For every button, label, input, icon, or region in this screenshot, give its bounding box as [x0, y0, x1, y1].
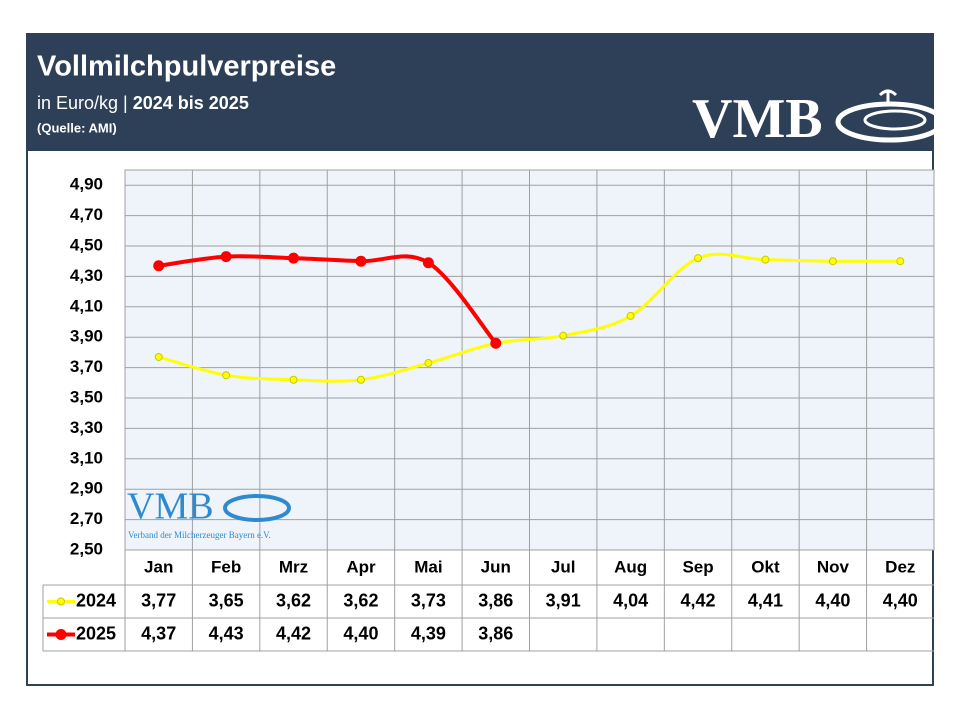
- header: [26, 33, 934, 150]
- y-tick-label: 3,50: [70, 387, 103, 406]
- table-cell: 4,40: [815, 590, 850, 610]
- legend-label: 2024: [76, 590, 116, 610]
- table-cell: 4,37: [141, 623, 176, 643]
- y-tick-label: 2,90: [70, 479, 103, 498]
- x-tick-label: Jul: [551, 557, 576, 576]
- table-cell: 4,42: [276, 623, 311, 643]
- point: [694, 254, 703, 263]
- table-cell: 4,43: [209, 623, 244, 643]
- table-cell: 3,65: [209, 590, 244, 610]
- table-cell: 3,62: [276, 590, 311, 610]
- y-tick-label: 4,70: [70, 205, 103, 224]
- logo-swoosh: [835, 89, 945, 143]
- table-cell: 4,40: [343, 623, 378, 643]
- y-tick-label: 4,50: [70, 235, 103, 254]
- x-tick-label: Mai: [414, 557, 442, 576]
- table-cell: 3,91: [546, 590, 581, 610]
- point: [490, 337, 502, 349]
- x-tick-label: Nov: [817, 557, 850, 576]
- y-tick-label: 4,10: [70, 296, 103, 315]
- x-tick-label: Aug: [614, 557, 647, 576]
- x-tick-label: Apr: [346, 557, 376, 576]
- point: [896, 257, 905, 266]
- point: [355, 255, 367, 267]
- x-tick-label: Jan: [144, 557, 173, 576]
- table-cell: 3,86: [478, 590, 513, 610]
- x-tick-label: Mrz: [279, 557, 308, 576]
- point: [356, 375, 365, 384]
- point: [222, 371, 231, 380]
- table-cell: 3,73: [411, 590, 446, 610]
- y-tick-label: 3,10: [70, 448, 103, 467]
- table-cell: 4,40: [883, 590, 918, 610]
- legend-marker: [57, 597, 65, 606]
- watermark-swoosh: [223, 494, 291, 522]
- x-tick-label: Okt: [751, 557, 780, 576]
- x-tick-label: Feb: [211, 557, 241, 576]
- x-tick-label: Jun: [481, 557, 511, 576]
- y-tick-label: 2,70: [70, 509, 103, 528]
- table-cell: 4,41: [748, 590, 783, 610]
- subtitle: 2024 bis 2025: [133, 93, 249, 113]
- unit: in Euro/kg | 2024 bis 2025: [37, 93, 249, 113]
- table-cell: 4,42: [681, 590, 716, 610]
- table-cell: 4,04: [613, 590, 648, 610]
- x-tick-label: Sep: [682, 557, 713, 576]
- legend-label: 2025: [76, 623, 116, 643]
- table-cell: 4,39: [411, 623, 446, 643]
- table-cell: 3,77: [141, 590, 176, 610]
- point: [626, 311, 635, 320]
- point: [288, 252, 300, 264]
- point: [220, 251, 232, 263]
- series-line: [158, 252, 901, 383]
- y-tick-label: 3,70: [70, 357, 103, 376]
- legend-marker: [55, 629, 67, 640]
- watermark-caption: Verband der Milcherzeuger Bayern e.V.: [128, 530, 271, 540]
- y-tick-label: 3,30: [70, 418, 103, 437]
- point: [154, 352, 163, 361]
- point: [424, 359, 433, 368]
- y-tick-label: 2,50: [70, 539, 103, 558]
- point: [828, 257, 837, 266]
- table-cell: 3,86: [478, 623, 513, 643]
- y-tick-label: 4,90: [70, 175, 103, 194]
- point: [761, 255, 770, 264]
- unit-text: in Euro/kg |: [37, 93, 128, 113]
- x-tick-label: Dez: [885, 557, 915, 576]
- point: [559, 331, 568, 340]
- chart-title: Vollmilchpulverpreise: [37, 51, 336, 83]
- y-tick-label: 4,30: [70, 266, 103, 285]
- point: [289, 375, 298, 384]
- y-tick-label: 3,90: [70, 327, 103, 346]
- logo: VMB: [692, 88, 823, 150]
- point: [153, 260, 165, 272]
- table-cell: 3,62: [343, 590, 378, 610]
- point: [422, 257, 434, 269]
- source: (Quelle: AMI): [37, 120, 117, 135]
- watermark: VMB: [127, 486, 214, 528]
